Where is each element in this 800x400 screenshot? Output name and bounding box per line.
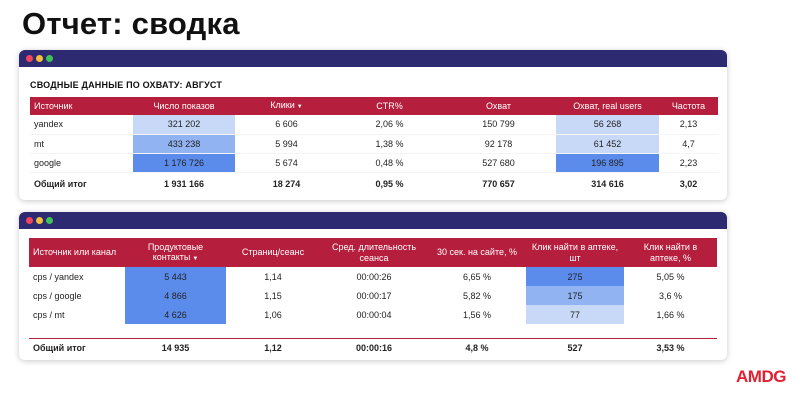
col-header-30-sec[interactable]: 30 сек. на сайте, % <box>428 238 526 267</box>
total-row: Общий итог 1 931 166 18 274 0,95 % 770 657 31… <box>30 171 718 195</box>
cell-impressions: 433 238 <box>133 134 235 154</box>
cell-pages-per-session: 1,15 <box>264 290 282 301</box>
col-header-channel[interactable]: Источник или канал <box>29 238 125 267</box>
col-header-impressions[interactable]: Число показов <box>133 97 235 115</box>
cell-source: google <box>30 153 133 173</box>
col-header-real-users[interactable]: Охват, real users <box>556 97 659 115</box>
table-row: google 1 176 726 5 674 0,48 % 527 680 196 895… <box>30 153 718 173</box>
total-frequency: 3,02 <box>659 171 718 195</box>
cell-clicks: 5 674 <box>235 153 338 173</box>
cell-reach: 150 799 <box>441 115 556 135</box>
sort-desc-icon[interactable]: ▼ <box>296 104 303 111</box>
cell-reach: 92 178 <box>441 134 556 154</box>
cell-avg-session: 00:00:17 <box>356 290 392 301</box>
reach-table: Источник Число показов Клики ▼ CTR% Охват… <box>30 97 718 195</box>
col-header-avg-session[interactable]: Сред. длительность сеанса <box>320 238 428 267</box>
cell-real-users: 56 268 <box>556 115 659 135</box>
close-window-dot[interactable] <box>26 55 33 62</box>
cell-frequency: 2,13 <box>659 115 718 135</box>
cell-product-contacts: 4 626 <box>125 305 226 324</box>
cell-avg-session: 00:00:26 <box>356 271 392 282</box>
col-header-clicks[interactable]: Клики ▼ <box>235 97 338 115</box>
total-product-contacts: 14 935 <box>125 337 226 358</box>
cell-pages-per-session: 1,14 <box>264 271 282 282</box>
cell-real-users: 196 895 <box>556 153 659 173</box>
cell-real-users: 61 452 <box>556 134 659 154</box>
cell-ctr: 2,06 % <box>338 115 441 135</box>
table-row: cps / yandex 5 443 1,14 00:00:26 6,65 % 275 5,… <box>29 267 717 286</box>
cell-channel: cps / mt <box>33 309 65 320</box>
cell-frequency: 4,7 <box>659 134 718 154</box>
total-impressions: 1 931 166 <box>133 171 235 195</box>
cell-ctr: 1,38 % <box>338 134 441 154</box>
cell-impressions: 321 202 <box>133 115 235 135</box>
total-pages-per-session: 1,12 <box>226 337 320 358</box>
cell-product-contacts: 4 866 <box>125 286 226 305</box>
col-header-ctr[interactable]: CTR% <box>338 97 441 115</box>
cell-impressions: 1 176 726 <box>133 153 235 173</box>
cell-find-clicks-pct: 3,6 % <box>658 290 682 301</box>
cell-clicks: 5 994 <box>235 134 338 154</box>
cell-source: yandex <box>30 115 133 135</box>
channel-table: Источник или канал Продуктовые контакты ▼… <box>29 238 717 358</box>
window-titlebar <box>19 212 727 229</box>
minimize-window-dot[interactable] <box>36 55 43 62</box>
maximize-window-dot[interactable] <box>46 55 53 62</box>
total-ctr: 0,95 % <box>338 171 441 195</box>
col-header-pages-per-session[interactable]: Страниц/сеанс <box>226 238 320 267</box>
window-titlebar <box>19 50 727 67</box>
table-row: mt 433 238 5 994 1,38 % 92 178 61 452 4,7 <box>30 134 718 154</box>
total-30-sec: 4,8 % <box>428 337 526 358</box>
total-channel: Общий итог <box>29 337 125 358</box>
cell-find-clicks-count: 275 <box>526 267 624 286</box>
cell-find-clicks-pct: 1,66 % <box>656 309 685 320</box>
col-header-find-clicks-count[interactable]: Клик найти в аптеке, шт <box>526 238 624 267</box>
total-avg-session: 00:00:16 <box>320 337 428 358</box>
cell-30-sec: 5,82 % <box>462 290 492 301</box>
page-title: Отчет: сводка <box>22 6 240 41</box>
col-header-clicks-label: Клики <box>270 100 295 111</box>
total-source: Общий итог <box>30 171 133 195</box>
col-header-source[interactable]: Источник <box>30 97 133 115</box>
cell-channel: cps / yandex <box>33 271 84 282</box>
cell-ctr: 0,48 % <box>338 153 441 173</box>
reach-section-title: СВОДНЫЕ ДАННЫЕ ПО ОХВАТУ: АВГУСТ <box>30 80 223 90</box>
cell-channel: cps / google <box>33 290 82 301</box>
cell-30-sec: 6,65 % <box>462 271 492 282</box>
total-real-users: 314 616 <box>556 171 659 195</box>
table-row: cps / mt 4 626 1,06 00:00:04 1,56 % 77 1,66 % <box>29 305 717 324</box>
col-header-product-contacts-label: Продуктовые контакты <box>147 241 204 263</box>
close-window-dot[interactable] <box>26 217 33 224</box>
spacer-row <box>29 324 717 338</box>
col-header-product-contacts[interactable]: Продуктовые контакты ▼ <box>125 238 226 267</box>
cell-avg-session: 00:00:04 <box>356 309 392 320</box>
cell-clicks: 6 606 <box>235 115 338 135</box>
cell-frequency: 2,23 <box>659 153 718 173</box>
cell-product-contacts: 5 443 <box>125 267 226 286</box>
total-find-clicks-count: 527 <box>526 337 624 358</box>
sort-desc-icon[interactable]: ▼ <box>192 256 199 263</box>
cell-find-clicks-count: 175 <box>526 286 624 305</box>
table-row: yandex 321 202 6 606 2,06 % 150 799 56 268 2,1… <box>30 115 718 135</box>
total-clicks: 18 274 <box>235 171 338 195</box>
cell-find-clicks-count: 77 <box>526 305 624 324</box>
cell-find-clicks-pct: 5,05 % <box>656 271 685 282</box>
maximize-window-dot[interactable] <box>46 217 53 224</box>
amdg-logo: AMDG <box>736 367 786 386</box>
cell-pages-per-session: 1,06 <box>264 309 282 320</box>
total-row: Общий итог 14 935 1,12 00:00:16 4,8 % 527 3,53… <box>29 337 717 358</box>
col-header-frequency[interactable]: Частота <box>659 97 718 115</box>
cell-source: mt <box>30 134 133 154</box>
total-find-clicks-pct: 3,53 % <box>624 337 717 358</box>
total-reach: 770 657 <box>441 171 556 195</box>
cell-30-sec: 1,56 % <box>462 309 492 320</box>
table-row: cps / google 4 866 1,15 00:00:17 5,82 % 175 3,… <box>29 286 717 305</box>
col-header-find-clicks-pct[interactable]: Клик найти в аптеке, % <box>624 238 717 267</box>
minimize-window-dot[interactable] <box>36 217 43 224</box>
cell-reach: 527 680 <box>441 153 556 173</box>
spacer-cell <box>29 324 717 338</box>
col-header-reach[interactable]: Охват <box>441 97 556 115</box>
